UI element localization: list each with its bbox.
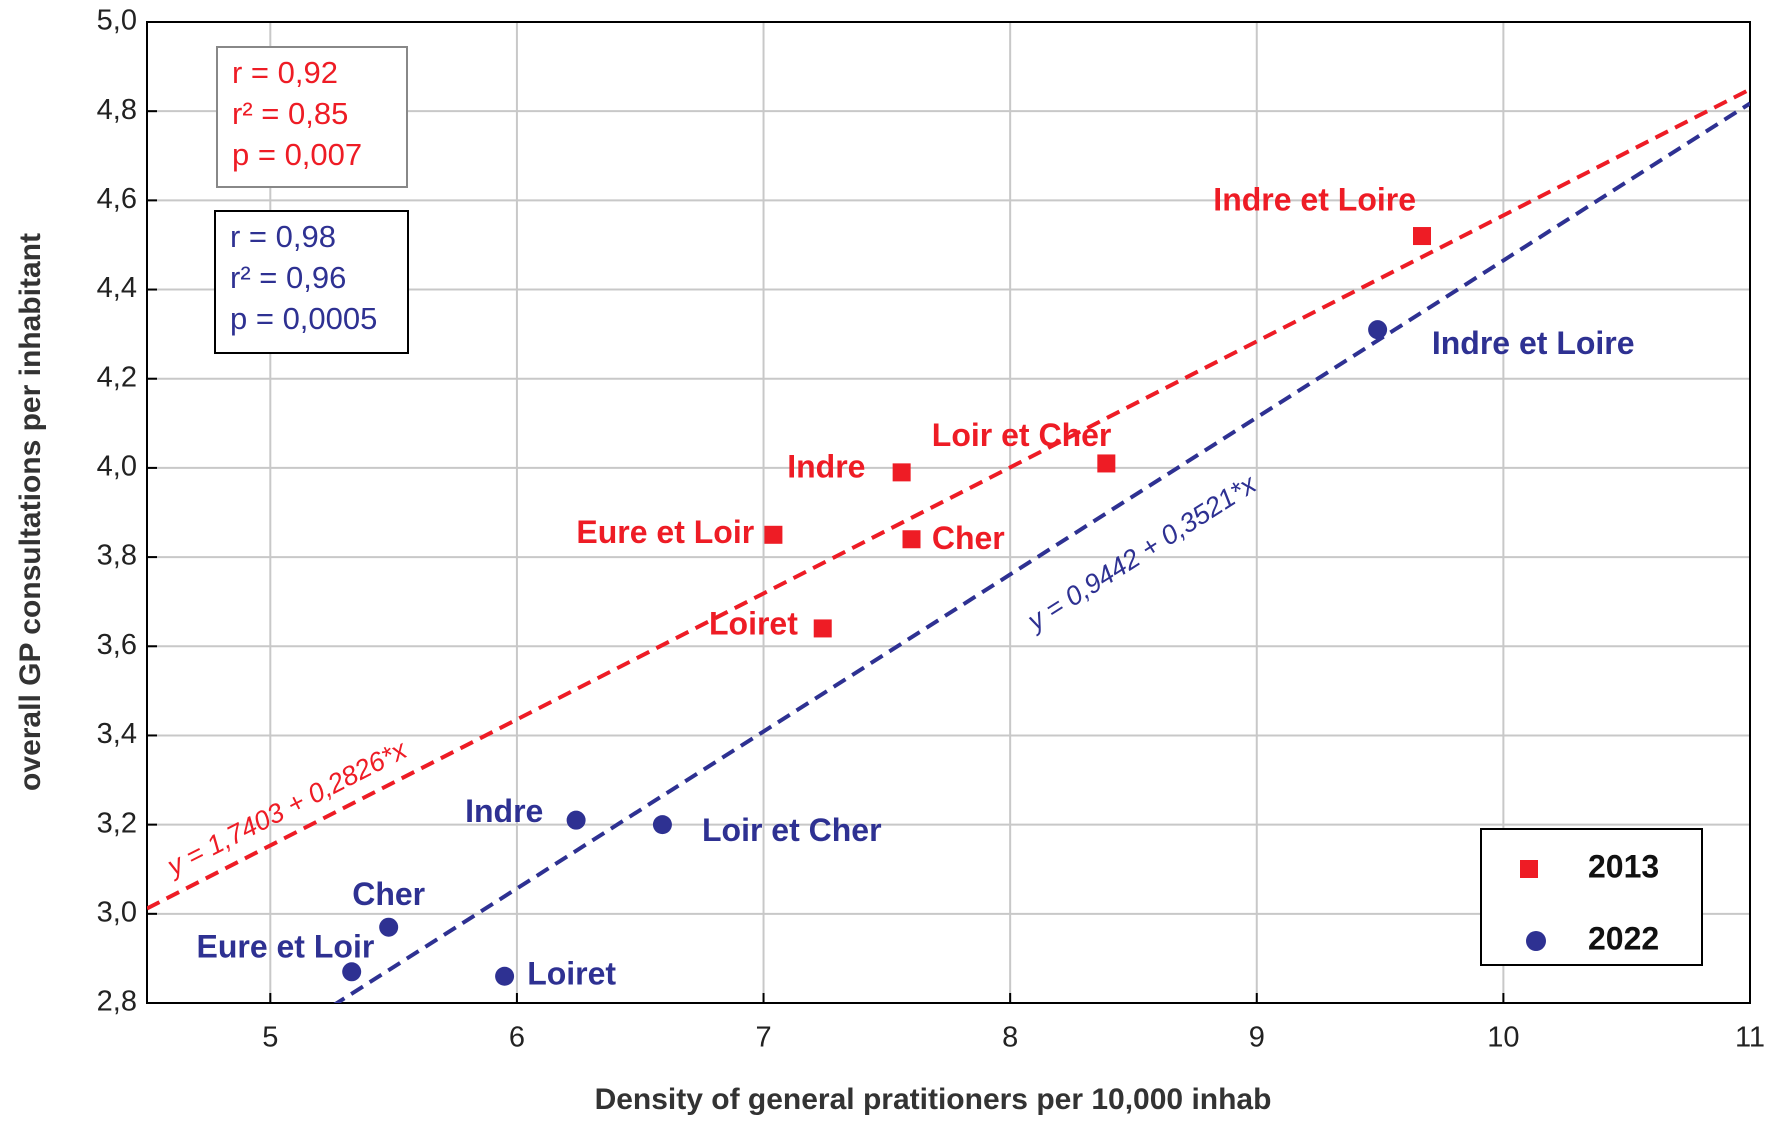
legend-box xyxy=(1480,828,1703,966)
stat-line: r = 0,98 xyxy=(230,219,336,254)
point-label: Eure et Loir xyxy=(196,929,374,965)
point xyxy=(813,619,832,638)
stat-line: p = 0,0005 xyxy=(230,301,377,336)
y-tick-label: 3,8 xyxy=(97,540,137,572)
y-axis-title: overall GP consultations per inhabitant xyxy=(14,233,47,791)
point-label: Cher xyxy=(352,876,425,912)
y-tick-label: 4,6 xyxy=(97,183,137,215)
point xyxy=(495,966,515,986)
point-label: Loir et Cher xyxy=(702,812,882,848)
x-tick-label: 6 xyxy=(509,1022,525,1054)
legend-marker xyxy=(1526,931,1546,951)
fit-lines xyxy=(147,87,1750,1003)
point-label: Indre et Loire xyxy=(1213,182,1416,218)
point-label: Eure et Loir xyxy=(576,514,754,550)
legend-label: 2022 xyxy=(1588,920,1659,956)
point xyxy=(342,962,362,982)
y-tick-label: 4,0 xyxy=(97,451,137,483)
plot-frame xyxy=(146,21,1751,1004)
x-tick-label: 7 xyxy=(755,1022,771,1054)
point-label: Cher xyxy=(932,520,1005,556)
point-label: Indre xyxy=(787,448,865,484)
legend-marker xyxy=(1520,860,1538,878)
point xyxy=(892,463,911,482)
fit-line xyxy=(333,101,1750,1003)
point xyxy=(1413,227,1432,246)
x-tick-label: 5 xyxy=(262,1022,278,1054)
stat-line: r² = 0,96 xyxy=(230,260,346,295)
y-tick-label: 3,6 xyxy=(97,629,137,661)
y-tick-label: 4,8 xyxy=(97,94,137,126)
y-tick-label: 4,2 xyxy=(97,361,137,393)
stats-box xyxy=(214,210,409,354)
y-tick-label: 2,8 xyxy=(97,986,137,1018)
stat-line: p = 0,007 xyxy=(232,137,362,172)
point-label: Indre et Loire xyxy=(1432,325,1635,361)
x-axis-title: Density of general pratitioners per 10,0… xyxy=(595,1083,1272,1116)
y-tick-label: 3,2 xyxy=(97,807,137,839)
fit-line xyxy=(147,87,1750,911)
x-tick-label: 10 xyxy=(1487,1022,1519,1054)
stats-box xyxy=(216,46,408,188)
x-tick-label: 8 xyxy=(1002,1022,1018,1054)
point xyxy=(379,917,399,937)
y-tick-label: 3,4 xyxy=(97,718,137,750)
x-tick-label: 11 xyxy=(1735,1022,1765,1054)
point xyxy=(902,530,921,549)
stat-line: r² = 0,85 xyxy=(232,96,348,131)
point xyxy=(566,810,586,830)
point xyxy=(1097,454,1116,473)
point-label: Loiret xyxy=(709,606,798,642)
point-label: Loiret xyxy=(527,956,616,992)
legend-label: 2013 xyxy=(1588,848,1659,884)
fit-equation: y = 1,7403 + 0,2826*x xyxy=(161,734,413,883)
fit-equation: y = 0,9442 + 0,3521*x xyxy=(1021,468,1263,637)
point-label: Loir et Cher xyxy=(932,417,1112,453)
y-tick-label: 3,0 xyxy=(97,896,137,928)
y-tick-label: 5,0 xyxy=(97,5,137,37)
x-tick-label: 9 xyxy=(1249,1022,1265,1054)
point xyxy=(1368,320,1388,340)
point xyxy=(652,815,672,835)
stat-line: r = 0,92 xyxy=(232,55,338,90)
point xyxy=(764,525,783,544)
point-label: Indre xyxy=(465,793,543,829)
y-tick-label: 4,4 xyxy=(97,272,137,304)
